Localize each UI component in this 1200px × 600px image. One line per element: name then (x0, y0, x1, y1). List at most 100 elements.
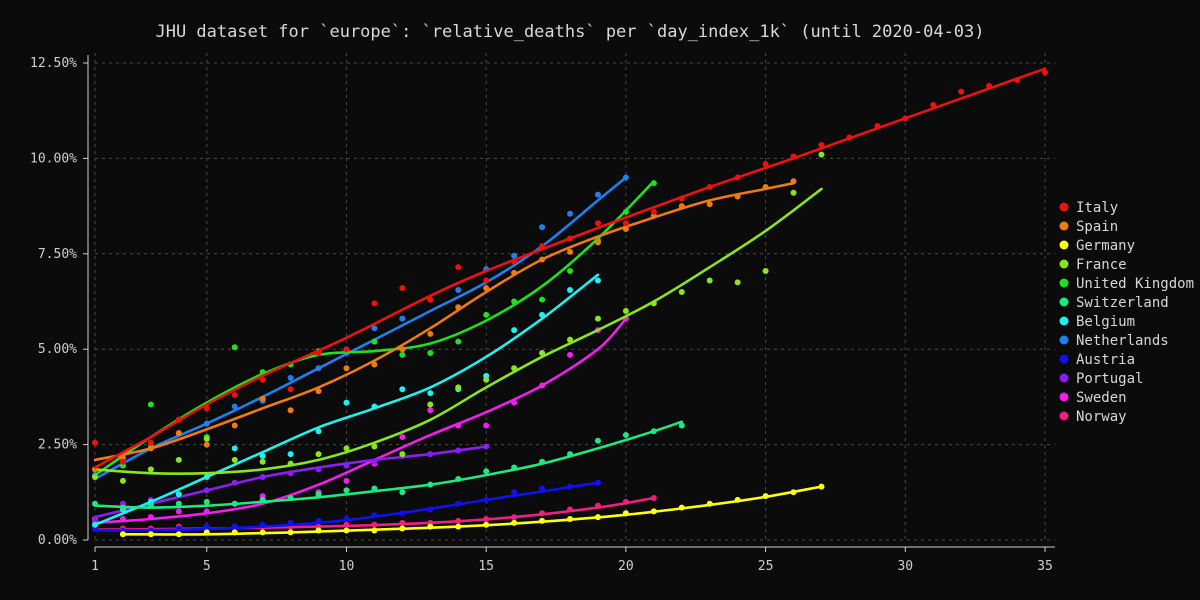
legend-label: Italy (1076, 200, 1118, 216)
data-point-switzerland (399, 489, 406, 496)
data-point-netherlands (399, 315, 406, 322)
y-tick-label: 0.00% (38, 533, 77, 548)
data-point-france (567, 336, 573, 343)
data-point-united-kingdom (399, 351, 406, 358)
data-point-sweden (147, 514, 154, 521)
data-point-spain (594, 239, 601, 246)
data-point-spain (483, 285, 490, 292)
y-tick-label: 10.00% (30, 151, 77, 166)
data-point-austria (594, 479, 601, 486)
trend-line-france (93, 187, 823, 476)
legend-item-united-kingdom: United Kingdom (1059, 276, 1194, 292)
data-point-spain (175, 430, 182, 437)
data-point-portugal (371, 458, 378, 465)
data-point-france (734, 279, 741, 286)
legend-marker (1059, 278, 1069, 288)
data-point-sweden (483, 422, 490, 429)
data-point-germany (511, 519, 518, 526)
data-point-switzerland (511, 464, 518, 471)
data-point-switzerland (92, 500, 98, 507)
data-point-norway (539, 510, 546, 517)
x-tick-label: 25 (758, 559, 774, 574)
data-point-france (203, 435, 210, 442)
trend-line-spain (93, 181, 795, 462)
data-point-switzerland (175, 500, 182, 507)
data-point-norway (594, 502, 601, 509)
data-point-france (594, 315, 601, 322)
data-point-germany (734, 496, 741, 503)
data-point-belgium (287, 451, 294, 458)
legend-item-germany: Germany (1059, 238, 1135, 254)
data-point-sweden (119, 516, 126, 523)
data-point-italy (846, 134, 853, 141)
data-point-france (92, 474, 98, 481)
data-point-spain (231, 422, 238, 429)
legend-item-portugal: Portugal (1059, 371, 1143, 387)
series-france (92, 151, 825, 484)
data-point-portugal (483, 443, 490, 450)
data-point-germany (678, 504, 685, 511)
data-point-netherlands (539, 224, 546, 231)
data-point-germany (203, 529, 210, 536)
data-point-sweden (399, 433, 406, 440)
legend-marker (1059, 240, 1069, 250)
data-point-france (147, 466, 154, 473)
legend-item-belgium: Belgium (1059, 314, 1135, 330)
grid-lines (94, 53, 1055, 541)
data-point-italy (622, 220, 629, 227)
data-point-spain (371, 361, 378, 368)
data-point-france (371, 443, 378, 450)
data-point-switzerland (147, 502, 154, 509)
data-point-spain (343, 365, 350, 372)
data-point-norway (511, 514, 518, 521)
data-point-norway (483, 516, 490, 523)
data-point-italy (259, 376, 266, 383)
x-tick-label: 30 (897, 559, 913, 574)
x-tick-label: 5 (203, 559, 211, 574)
data-point-belgium (343, 399, 350, 406)
trend-line-united-kingdom (93, 180, 656, 477)
data-point-germany (650, 508, 657, 515)
data-point-italy (1042, 69, 1048, 76)
legend-item-austria: Austria (1059, 352, 1135, 368)
data-point-switzerland (203, 498, 210, 505)
data-point-spain (147, 445, 154, 452)
data-point-united-kingdom (539, 296, 546, 303)
legend-item-france: France (1059, 257, 1127, 273)
data-point-sweden (511, 399, 518, 406)
legend-label: France (1076, 257, 1127, 273)
data-point-belgium (92, 521, 98, 528)
data-point-portugal (343, 462, 350, 469)
data-point-austria (371, 512, 378, 519)
data-point-italy (1014, 77, 1021, 84)
data-point-austria (483, 496, 490, 503)
data-point-united-kingdom (622, 208, 629, 215)
data-point-germany (343, 527, 350, 534)
data-point-austria (287, 519, 294, 526)
legend-label: Sweden (1076, 390, 1127, 406)
data-point-italy (399, 285, 406, 292)
data-point-switzerland (259, 496, 266, 503)
data-point-france (343, 445, 350, 452)
legend-marker (1059, 335, 1069, 345)
data-point-italy (874, 122, 881, 129)
data-point-spain (790, 178, 797, 185)
data-point-italy (902, 115, 909, 122)
legend-item-norway: Norway (1059, 409, 1127, 425)
data-point-austria (315, 517, 322, 524)
data-point-belgium (315, 428, 322, 435)
data-point-germany (231, 529, 238, 536)
data-point-germany (259, 529, 266, 536)
data-point-italy (511, 258, 518, 265)
data-point-italy (762, 161, 769, 168)
data-point-france (622, 308, 629, 315)
data-point-germany (818, 483, 825, 490)
data-point-norway (343, 521, 350, 528)
legend-marker (1059, 259, 1069, 269)
x-tick-label: 15 (478, 559, 494, 574)
data-point-italy (287, 386, 294, 393)
data-point-portugal (315, 466, 322, 473)
data-point-united-kingdom (455, 338, 462, 345)
data-point-sweden (567, 351, 573, 358)
